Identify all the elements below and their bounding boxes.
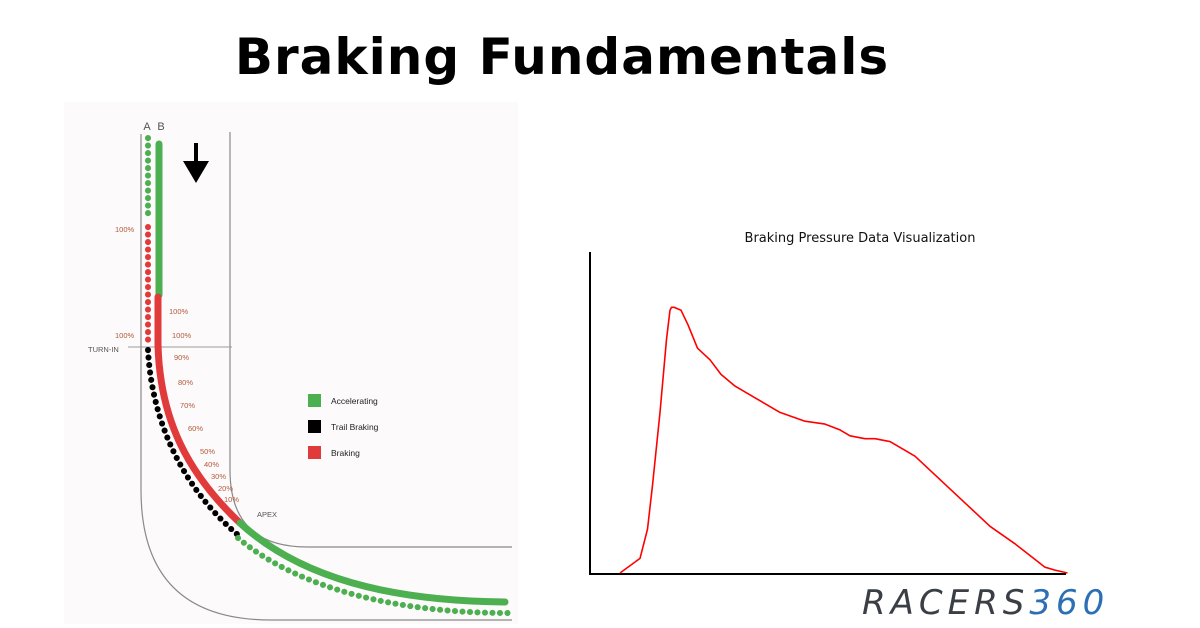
page-title: Braking Fundamentals	[234, 28, 890, 86]
line-b-percent-label: 10%	[224, 495, 239, 504]
direction-arrow-head	[183, 161, 209, 183]
braking-diagram-panel	[64, 102, 518, 624]
line-a-percent-label: 100%	[115, 225, 135, 234]
legend-swatch-braking	[308, 446, 321, 459]
line-b-percent-label: 40%	[204, 460, 219, 469]
line-b-percent-label: 100%	[172, 331, 192, 340]
legend-label-braking: Braking	[331, 448, 360, 458]
line-a-label: A	[143, 121, 151, 133]
line-b-percent-label: 100%	[169, 307, 189, 316]
line-b-percent-label: 70%	[180, 401, 195, 410]
line-b-percent-label: 90%	[174, 353, 189, 362]
line-b-percent-label: 30%	[211, 472, 226, 481]
diagram-legend: Accelerating Trail Braking Braking	[308, 394, 379, 459]
line-a-percent-label: 100%	[115, 331, 135, 340]
braking-pressure-series-line	[619, 306, 1068, 574]
legend-label-trail-braking: Trail Braking	[331, 422, 379, 432]
line-b-percent-label: 60%	[188, 424, 203, 433]
line-b-percent-label: 50%	[200, 447, 215, 456]
legend-swatch-trail-braking	[308, 420, 321, 433]
brand-logo-racers: RACERS	[862, 583, 1030, 623]
brand-logo-360: 360	[1029, 583, 1110, 623]
apex-label: APEX	[257, 510, 277, 519]
line-b-braking	[154, 293, 244, 527]
chart-title: Braking Pressure Data Visualization	[745, 231, 976, 246]
line-b-accelerating-exit	[236, 519, 509, 606]
line-b-label: B	[157, 121, 164, 133]
line-a-trail-braking-dots	[145, 347, 241, 538]
track-outer-edge	[140, 134, 512, 621]
legend-swatch-accelerating	[308, 394, 321, 407]
line-b-percent-label: 80%	[178, 378, 193, 387]
line-b-percent-label: 20%	[218, 484, 233, 493]
legend-label-accelerating: Accelerating	[331, 396, 378, 406]
turn-in-label: TURN-IN	[88, 345, 119, 354]
racers360-logo: RACERS360	[862, 586, 1109, 620]
line-a-accelerating-exit-dots	[235, 535, 511, 616]
